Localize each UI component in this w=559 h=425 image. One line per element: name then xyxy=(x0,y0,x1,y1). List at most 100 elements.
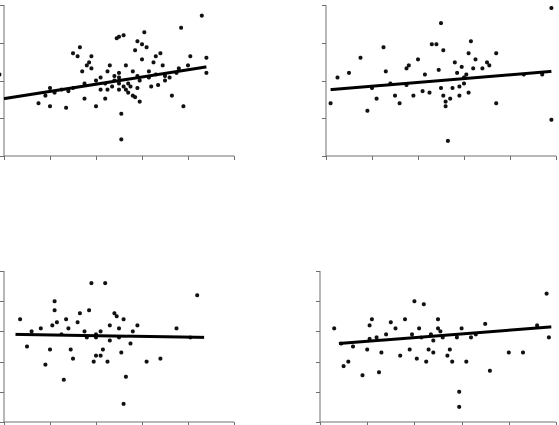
data-point xyxy=(457,84,462,89)
data-point xyxy=(107,338,112,343)
data-point xyxy=(420,89,425,94)
data-point xyxy=(123,63,128,68)
data-point xyxy=(117,75,121,80)
data-point xyxy=(506,350,511,355)
data-point xyxy=(137,99,142,104)
data-point xyxy=(466,90,471,95)
data-point xyxy=(416,57,420,62)
data-point xyxy=(443,99,448,104)
data-point xyxy=(167,75,172,80)
data-point xyxy=(381,45,386,50)
data-point xyxy=(117,326,121,331)
data-point xyxy=(135,39,140,44)
data-point xyxy=(77,45,82,50)
data-point xyxy=(91,359,96,364)
data-point xyxy=(384,332,389,337)
data-point xyxy=(383,69,388,74)
data-point xyxy=(410,332,414,337)
data-point xyxy=(98,87,103,92)
data-point xyxy=(48,104,52,109)
data-point xyxy=(54,320,59,325)
data-point xyxy=(98,353,103,358)
data-point xyxy=(464,72,469,77)
data-point xyxy=(397,101,402,106)
data-point xyxy=(64,317,69,322)
data-point xyxy=(140,42,144,47)
data-point xyxy=(140,57,144,62)
data-point xyxy=(346,359,351,364)
data-point xyxy=(431,338,436,343)
data-point xyxy=(204,55,209,60)
data-point xyxy=(439,21,443,26)
data-point xyxy=(443,104,448,109)
data-point xyxy=(75,54,80,59)
data-point xyxy=(485,60,489,65)
data-point xyxy=(117,87,121,92)
data-point xyxy=(126,90,131,95)
data-point xyxy=(374,335,379,340)
data-point xyxy=(188,54,193,59)
data-point xyxy=(549,117,554,122)
trend-line xyxy=(15,332,205,339)
data-point xyxy=(360,373,365,378)
data-point xyxy=(84,63,89,68)
data-point xyxy=(89,54,94,59)
scatter-panel-4 xyxy=(316,271,557,425)
data-point xyxy=(414,356,419,361)
data-point xyxy=(448,96,453,101)
data-point xyxy=(105,69,110,74)
data-point xyxy=(105,87,110,92)
data-point xyxy=(36,101,41,106)
data-point xyxy=(549,6,554,10)
data-point xyxy=(94,78,98,83)
data-point xyxy=(137,78,142,83)
data-point xyxy=(445,353,450,358)
data-point xyxy=(450,359,455,364)
data-point xyxy=(426,347,431,352)
data-point xyxy=(332,326,337,331)
data-point xyxy=(43,93,48,98)
data-point xyxy=(365,347,370,352)
scatter-panel-2 xyxy=(322,5,557,160)
data-point xyxy=(434,42,439,47)
data-point xyxy=(417,326,422,331)
data-point xyxy=(452,60,457,65)
data-point xyxy=(431,350,436,355)
data-point xyxy=(436,326,440,331)
data-point xyxy=(89,66,94,71)
data-point xyxy=(351,344,355,349)
data-point xyxy=(103,281,108,286)
data-point xyxy=(521,350,525,355)
data-point xyxy=(112,311,117,316)
data-point xyxy=(480,66,485,71)
data-point xyxy=(328,101,333,106)
data-point xyxy=(199,13,204,18)
data-point xyxy=(367,323,372,328)
data-point xyxy=(128,84,133,89)
data-point xyxy=(436,67,441,72)
data-point xyxy=(105,359,110,364)
data-point xyxy=(347,70,351,75)
data-point xyxy=(163,78,167,83)
data-point xyxy=(407,347,412,352)
data-point xyxy=(128,341,133,346)
data-point xyxy=(48,86,52,90)
data-point xyxy=(457,404,462,409)
data-point xyxy=(403,317,407,322)
data-point xyxy=(459,326,464,331)
data-point xyxy=(38,326,43,331)
data-point xyxy=(406,63,411,68)
data-point xyxy=(546,335,551,340)
data-point xyxy=(471,66,476,71)
scatter-panel-3 xyxy=(0,271,235,425)
data-point xyxy=(535,323,540,328)
data-point xyxy=(411,93,416,98)
data-point xyxy=(441,93,446,98)
data-point xyxy=(436,317,440,322)
data-point xyxy=(114,314,119,319)
data-point xyxy=(494,51,499,56)
data-point xyxy=(66,326,71,331)
data-point xyxy=(429,42,434,47)
data-point xyxy=(135,86,140,90)
